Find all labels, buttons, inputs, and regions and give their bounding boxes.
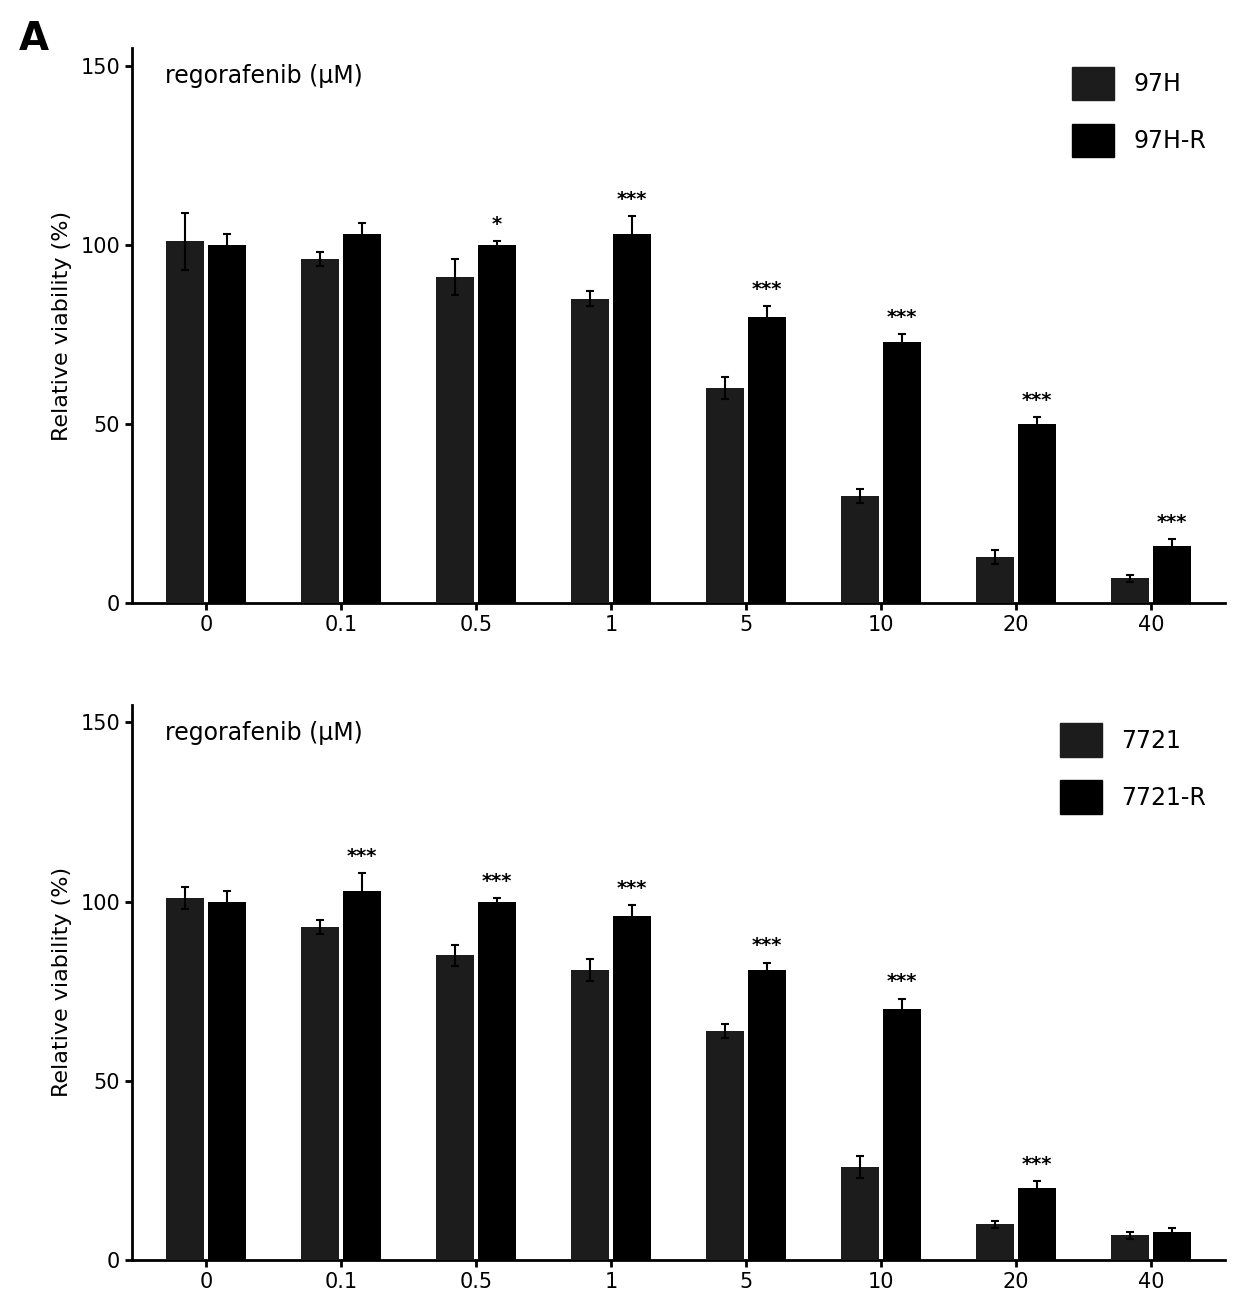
Bar (613, 234, 651, 604)
Bar (1153, 546, 1190, 604)
Bar (841, 1167, 879, 1260)
Text: ***: *** (1022, 391, 1052, 409)
Bar (1018, 423, 1055, 604)
Bar (883, 341, 921, 604)
Bar (1111, 1235, 1148, 1260)
Bar (301, 927, 340, 1260)
Bar (343, 891, 381, 1260)
Bar (748, 316, 786, 604)
Bar (613, 916, 651, 1260)
Bar (976, 1225, 1014, 1260)
Text: ***: *** (1157, 512, 1187, 532)
Bar (1111, 578, 1148, 604)
Legend: 97H, 97H-R: 97H, 97H-R (1065, 60, 1213, 165)
Bar (883, 1009, 921, 1260)
Bar (166, 898, 205, 1260)
Text: ***: *** (751, 937, 782, 955)
Bar (707, 1031, 744, 1260)
Bar (572, 970, 609, 1260)
Text: regorafenib (μM): regorafenib (μM) (165, 64, 362, 89)
Bar (436, 955, 474, 1260)
Bar (479, 902, 516, 1260)
Bar (572, 298, 609, 604)
Y-axis label: Relative viability (%): Relative viability (%) (52, 210, 72, 440)
Bar (436, 277, 474, 604)
Text: *: * (492, 216, 502, 234)
Bar (707, 388, 744, 604)
Bar (208, 244, 246, 604)
Bar (1153, 1231, 1190, 1260)
Bar (343, 234, 381, 604)
Bar (208, 902, 246, 1260)
Bar (479, 244, 516, 604)
Text: ***: *** (616, 190, 647, 209)
Text: A: A (19, 20, 48, 58)
Text: ***: *** (347, 847, 377, 865)
Legend: 7721, 7721-R: 7721, 7721-R (1053, 716, 1213, 821)
Text: ***: *** (887, 308, 918, 327)
Text: ***: *** (616, 880, 647, 898)
Text: ***: *** (751, 280, 782, 298)
Text: ***: *** (887, 972, 918, 991)
Text: ***: *** (1022, 1155, 1052, 1174)
Bar (841, 495, 879, 604)
Bar (166, 242, 205, 604)
Bar (748, 970, 786, 1260)
Bar (976, 557, 1014, 604)
Y-axis label: Relative viability (%): Relative viability (%) (52, 868, 72, 1098)
Text: regorafenib (μM): regorafenib (μM) (165, 721, 362, 745)
Bar (1018, 1188, 1055, 1260)
Text: ***: *** (482, 872, 512, 891)
Bar (301, 259, 340, 604)
